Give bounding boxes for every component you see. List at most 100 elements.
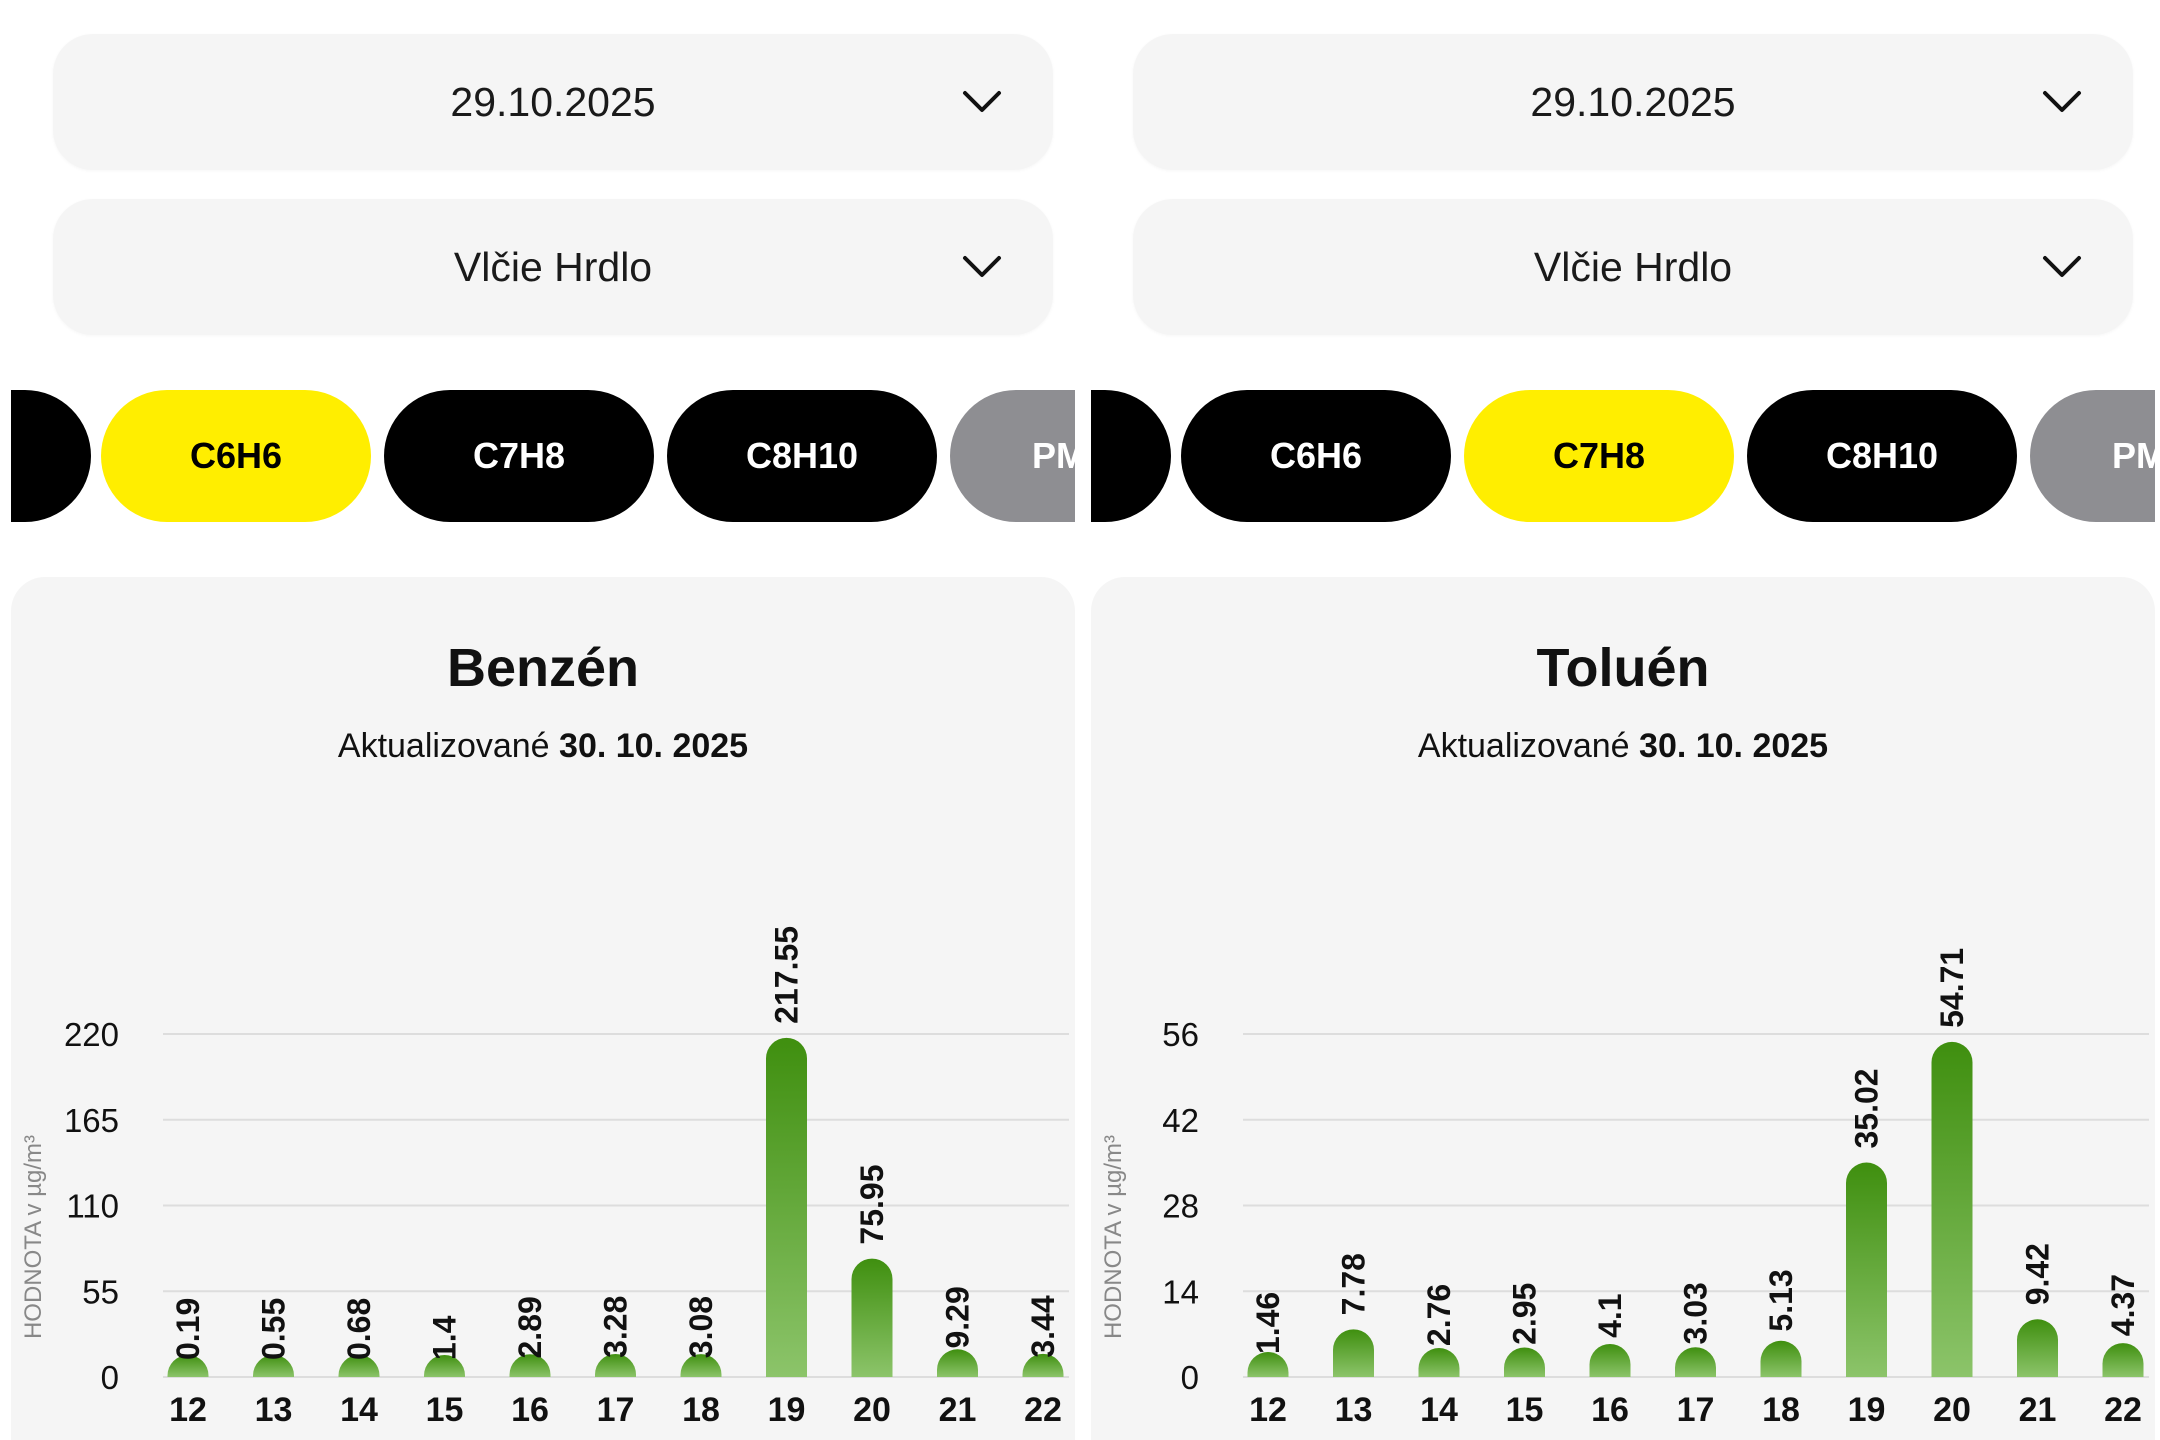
value-label: 54.71 (1934, 948, 1970, 1028)
chip-pm[interactable]: PM (950, 390, 1075, 522)
value-label: 0.55 (256, 1298, 292, 1360)
x-tick-label: 19 (1848, 1391, 1886, 1429)
value-label: 1.4 (427, 1315, 463, 1360)
value-label: 3.28 (598, 1296, 634, 1358)
bar (1333, 1329, 1374, 1377)
value-label: 7.78 (1336, 1253, 1372, 1315)
x-tick-label: 21 (2019, 1391, 2057, 1429)
updated-prefix: Aktualizované (337, 727, 550, 765)
bar (1504, 1347, 1545, 1377)
x-tick-label: 17 (1677, 1391, 1715, 1429)
bar (680, 1354, 722, 1377)
chip-c7h8[interactable]: C7H8 (1464, 390, 1734, 522)
y-tick-label: 0 (101, 1359, 119, 1396)
bar (595, 1353, 636, 1377)
y-tick-label: 110 (66, 1188, 119, 1225)
chip-pm[interactable]: PM (2030, 390, 2155, 522)
value-label: 2.76 (1421, 1284, 1457, 1346)
value-label: 0.68 (341, 1298, 377, 1360)
x-tick-label: 16 (1591, 1391, 1629, 1429)
y-tick-label: 42 (1162, 1102, 1199, 1139)
chart-updated: Aktualizované 30. 10. 2025 (1091, 727, 2155, 766)
y-axis-label: HODNOTA v µg/m³ (20, 1135, 47, 1339)
bar (1022, 1353, 1064, 1377)
value-label: 4.37 (2105, 1274, 2141, 1336)
y-axis-label: HODNOTA v µg/m³ (1100, 1135, 1127, 1339)
chevron-down-icon (2043, 256, 2081, 277)
x-tick-label: 22 (1024, 1391, 1062, 1429)
x-tick-label: 12 (1249, 1391, 1287, 1429)
bar (1589, 1343, 1631, 1377)
value-label: 35.02 (1849, 1068, 1885, 1148)
value-label: 9.29 (940, 1286, 976, 1348)
updated-date: 30. 10. 2025 (559, 727, 749, 765)
x-tick-label: 13 (1335, 1391, 1373, 1429)
chevron-down-icon (963, 91, 1001, 112)
y-tick-label: 0 (1181, 1359, 1199, 1396)
x-tick-label: 17 (597, 1391, 635, 1429)
value-label: 2.89 (512, 1296, 548, 1358)
bar (253, 1355, 294, 1377)
bar (167, 1355, 209, 1377)
chevron-down-icon (2043, 91, 2081, 112)
x-tick-label: 22 (2104, 1391, 2142, 1429)
pollutant-chip-row: C6H6 C7H8 C8H10 PM (1091, 390, 2155, 526)
value-label: 3.08 (683, 1296, 719, 1358)
date-select[interactable]: 29.10.2025 (53, 34, 1053, 170)
date-select[interactable]: 29.10.2025 (1133, 34, 2133, 170)
chart-title: Benzén (446, 638, 640, 698)
value-label: 2.95 (1507, 1283, 1543, 1345)
value-label: 75.95 (854, 1165, 890, 1245)
chart-title: Toluén (1536, 638, 1710, 698)
value-label: 3.44 (1025, 1295, 1061, 1357)
bar (509, 1354, 551, 1377)
x-tick-label: 14 (1420, 1391, 1458, 1429)
bar (338, 1355, 380, 1377)
chip-previous[interactable] (11, 390, 91, 522)
bar (1675, 1347, 1716, 1377)
location-select[interactable]: Vlčie Hrdlo (53, 199, 1053, 335)
bar (851, 1258, 893, 1377)
value-label: 217.55 (769, 926, 805, 1024)
updated-prefix: Aktualizované (1417, 727, 1630, 765)
chart-card: Benzén Aktualizované 30. 10. 2025 0 55 110… (11, 577, 1075, 1440)
y-tick-label: 14 (1162, 1273, 1199, 1310)
bar-chart: 0 14 28 42 56 HODNOTA v µg/m³ 1.46 12 7.78 13 2.76… (1100, 948, 2149, 1429)
chip-c6h6[interactable]: C6H6 (101, 390, 371, 522)
chip-previous[interactable] (1091, 390, 1171, 522)
panel-toluen: 29.10.2025 Vlčie Hrdlo C6H6 C7H8 C8H10 P… (1080, 0, 2160, 1440)
y-tick-label: 28 (1162, 1188, 1199, 1225)
updated-date: 30. 10. 2025 (1639, 727, 1829, 765)
location-select-value: Vlčie Hrdlo (1533, 243, 1733, 290)
x-tick-label: 20 (1933, 1391, 1971, 1429)
value-label: 4.1 (1592, 1293, 1628, 1337)
bar (2017, 1319, 2058, 1377)
value-label: 5.13 (1763, 1269, 1799, 1331)
chip-c7h8[interactable]: C7H8 (384, 390, 654, 522)
x-tick-label: 20 (853, 1391, 891, 1429)
chip-c8h10[interactable]: C8H10 (667, 390, 937, 522)
bar (937, 1349, 978, 1377)
y-tick-label: 220 (64, 1016, 119, 1053)
x-tick-label: 15 (426, 1391, 464, 1429)
value-label: 1.46 (1250, 1292, 1286, 1354)
y-tick-label: 55 (82, 1273, 119, 1310)
bar (1247, 1352, 1289, 1377)
value-label: 0.19 (170, 1298, 206, 1360)
value-label: 9.42 (2020, 1243, 2056, 1305)
bar (1418, 1348, 1460, 1377)
y-tick-label: 165 (64, 1102, 119, 1139)
bar (1846, 1162, 1887, 1377)
chip-c8h10[interactable]: C8H10 (1747, 390, 2017, 522)
bar-chart: 0 55 110 165 220 HODNOTA v µg/m³ 0.19 12 0.55 13 0… (20, 926, 1069, 1429)
x-tick-label: 21 (939, 1391, 977, 1429)
x-tick-label: 14 (340, 1391, 378, 1429)
x-tick-label: 15 (1506, 1391, 1544, 1429)
x-tick-label: 12 (169, 1391, 207, 1429)
date-select-value: 29.10.2025 (1530, 78, 1736, 125)
location-select[interactable]: Vlčie Hrdlo (1133, 199, 2133, 335)
bar (1760, 1340, 1802, 1377)
chip-c6h6[interactable]: C6H6 (1181, 390, 1451, 522)
bar (2102, 1343, 2144, 1377)
bar (1931, 1041, 1973, 1377)
